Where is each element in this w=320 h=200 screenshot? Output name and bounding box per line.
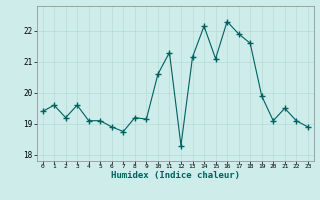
X-axis label: Humidex (Indice chaleur): Humidex (Indice chaleur) [111, 171, 240, 180]
